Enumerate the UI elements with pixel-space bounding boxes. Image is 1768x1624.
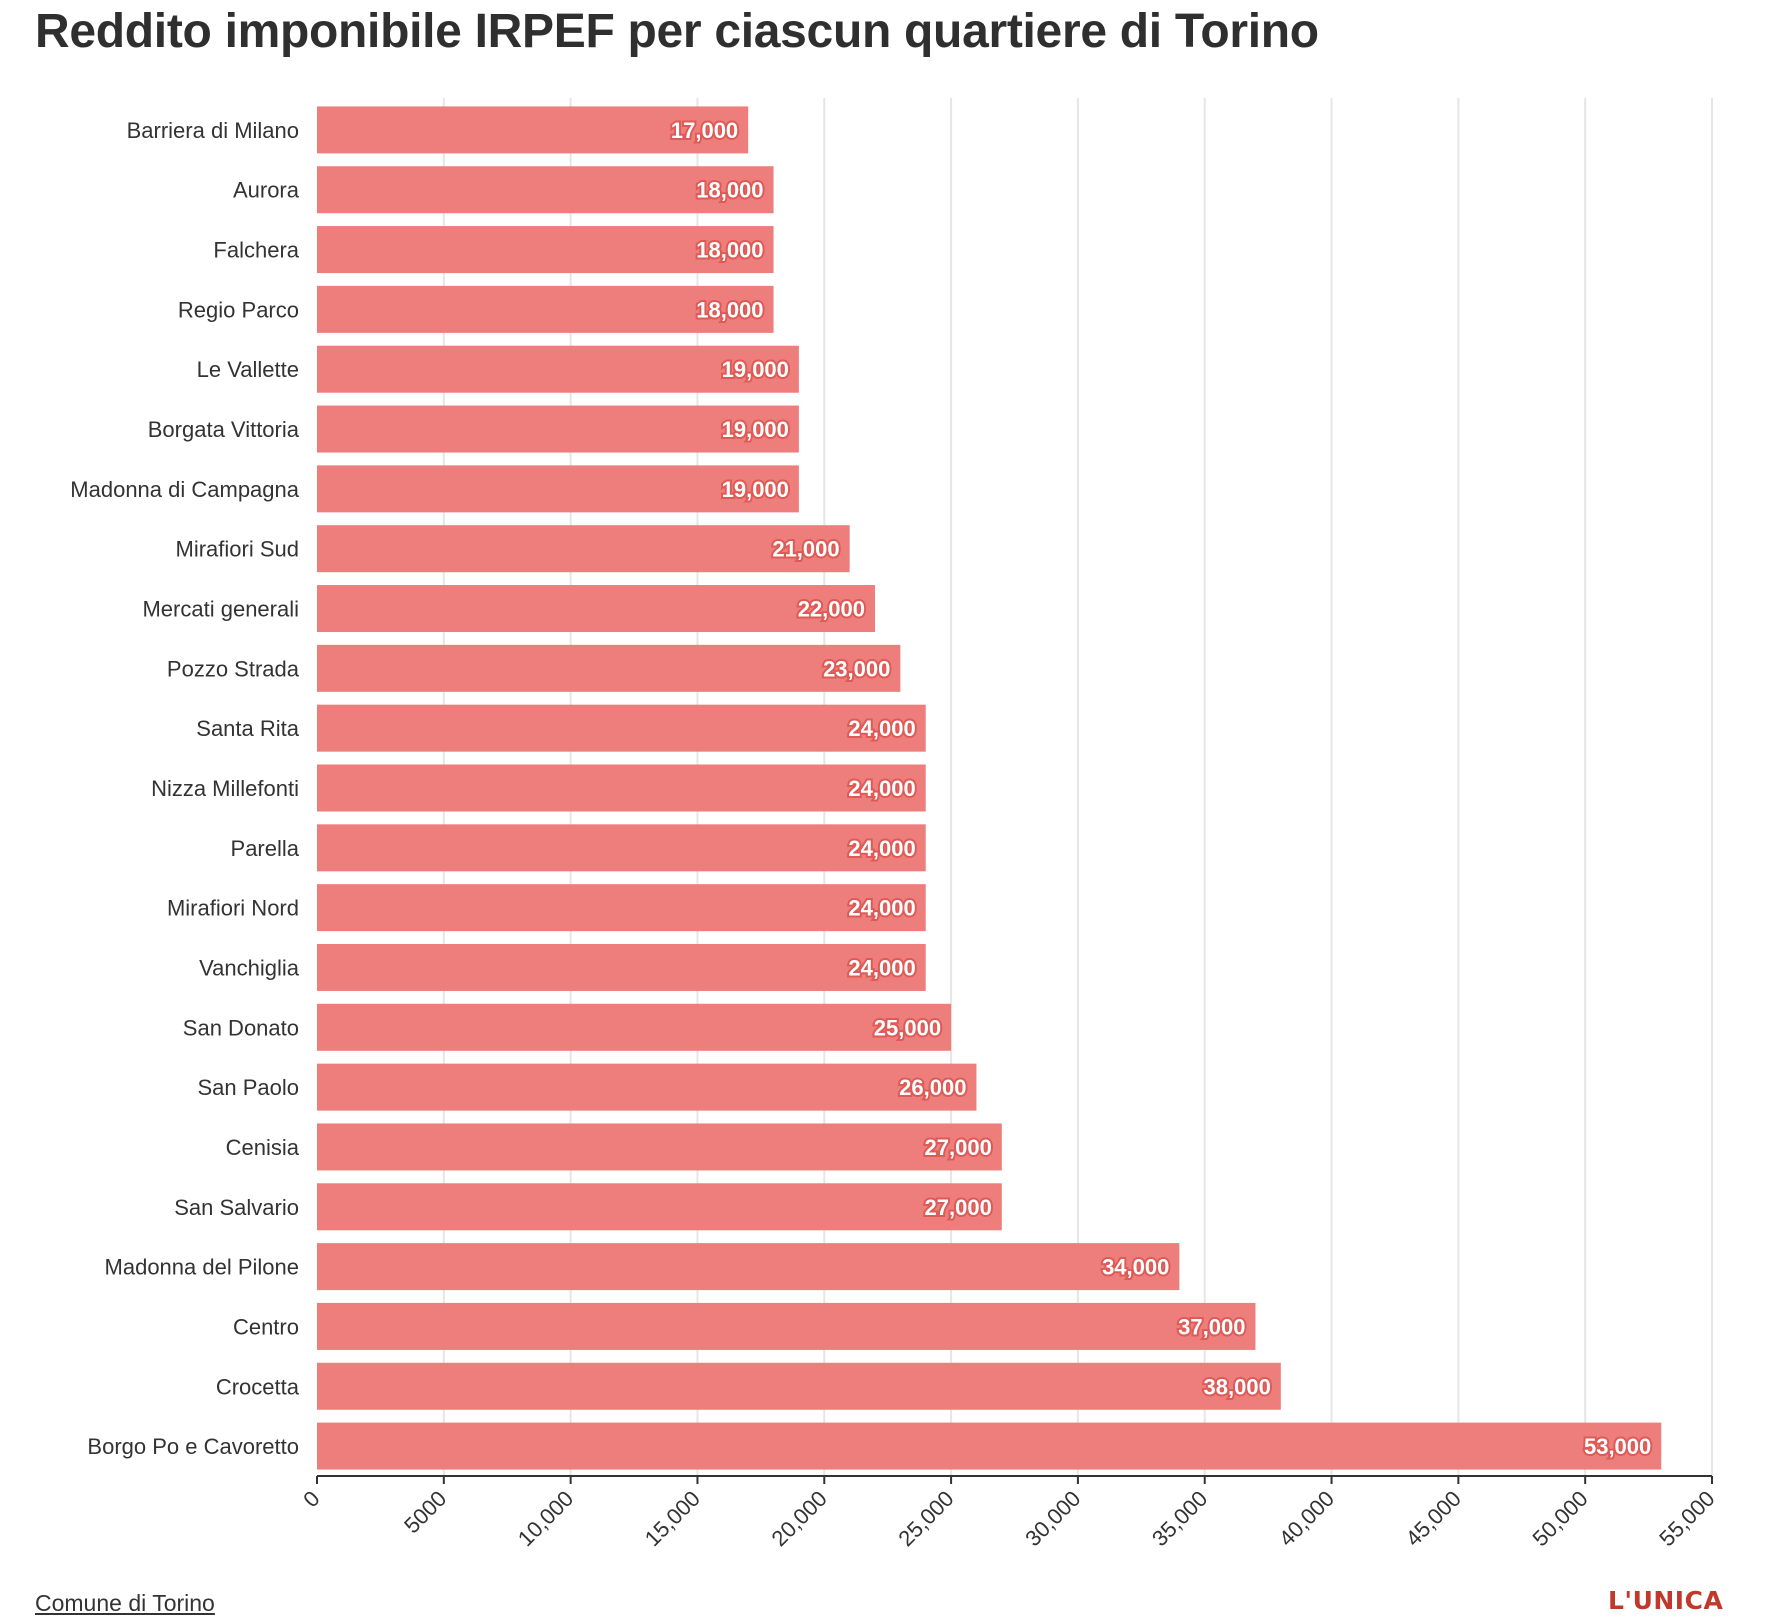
x-tick-label: 25,000 (893, 1486, 958, 1551)
bar (317, 166, 774, 214)
bar (317, 1302, 1256, 1350)
bar (317, 106, 749, 154)
x-tick-label: 50,000 (1527, 1486, 1592, 1551)
value-label: 38,000 (1204, 1374, 1271, 1399)
x-tick-label: 45,000 (1401, 1486, 1466, 1551)
value-label: 19,000 (722, 477, 789, 502)
category-label: Borgo Po e Cavoretto (87, 1434, 299, 1459)
category-label: San Salvario (174, 1195, 299, 1220)
category-label: Mirafiori Nord (167, 896, 299, 921)
bar (317, 465, 799, 513)
category-label: Borgata Vittoria (148, 417, 300, 442)
category-label: Barriera di Milano (127, 118, 299, 143)
bar (317, 1362, 1281, 1410)
bar (317, 585, 875, 633)
bar (317, 345, 799, 393)
value-label: 24,000 (848, 955, 915, 980)
x-tick-label: 35,000 (1147, 1486, 1212, 1551)
x-tick-label: 30,000 (1020, 1486, 1085, 1551)
value-label: 21,000 (772, 537, 839, 562)
value-label: 53,000 (1584, 1434, 1651, 1459)
bar (317, 824, 926, 872)
value-label: 23,000 (823, 656, 890, 681)
category-label: Centro (233, 1314, 299, 1339)
bar (317, 226, 774, 274)
category-label: Nizza Millefonti (151, 776, 299, 801)
bar (317, 1063, 977, 1111)
value-label: 37,000 (1178, 1314, 1245, 1339)
category-label: San Donato (183, 1015, 299, 1040)
value-label: 27,000 (925, 1135, 992, 1160)
bar (317, 1183, 1002, 1231)
category-label: Falchera (213, 238, 299, 263)
category-label: Vanchiglia (199, 955, 300, 980)
category-label: Madonna di Campagna (70, 477, 299, 502)
category-label: Le Vallette (197, 357, 299, 382)
value-label: 25,000 (874, 1015, 941, 1040)
value-label: 22,000 (798, 597, 865, 622)
bar (317, 704, 926, 752)
category-label: Mirafiori Sud (176, 537, 299, 562)
bar (317, 1422, 1662, 1470)
value-label: 19,000 (722, 417, 789, 442)
chart-title: Reddito imponibile IRPEF per ciascun qua… (35, 5, 1319, 58)
value-label: 18,000 (696, 297, 763, 322)
x-tick-label: 40,000 (1274, 1486, 1339, 1551)
value-label: 24,000 (848, 836, 915, 861)
category-label: Santa Rita (196, 716, 299, 741)
value-label: 17,000 (671, 118, 738, 143)
x-tick-label: 15,000 (640, 1486, 705, 1551)
category-label: Madonna del Pilone (105, 1255, 299, 1280)
source-link[interactable]: Comune di Torino (35, 1590, 215, 1616)
bar (317, 405, 799, 453)
x-tick-label: 5000 (399, 1486, 451, 1538)
category-label: Regio Parco (178, 297, 299, 322)
category-label: San Paolo (197, 1075, 299, 1100)
bar (317, 285, 774, 333)
x-tick-label: 20,000 (767, 1486, 832, 1551)
bar (317, 644, 901, 692)
value-label: 18,000 (696, 238, 763, 263)
x-tick-label: 55,000 (1654, 1486, 1719, 1551)
value-label: 18,000 (696, 178, 763, 203)
category-label: Cenisia (226, 1135, 300, 1160)
bar (317, 525, 850, 573)
publisher-logo: L'UNICA (1608, 1586, 1724, 1615)
bar (317, 884, 926, 932)
value-label: 24,000 (848, 716, 915, 741)
value-label: 26,000 (899, 1075, 966, 1100)
bar (317, 1123, 1002, 1171)
value-label: 27,000 (925, 1195, 992, 1220)
x-tick-label: 0 (298, 1486, 324, 1512)
value-label: 19,000 (722, 357, 789, 382)
bar (317, 1003, 952, 1051)
bar (317, 1243, 1180, 1291)
category-label: Parella (231, 836, 300, 861)
bar (317, 943, 926, 991)
category-label: Crocetta (216, 1374, 300, 1399)
bar (317, 764, 926, 812)
category-label: Aurora (233, 178, 300, 203)
category-label: Pozzo Strada (167, 656, 300, 681)
value-label: 34,000 (1102, 1255, 1169, 1280)
category-label: Mercati generali (142, 597, 299, 622)
value-label: 24,000 (848, 896, 915, 921)
value-label: 24,000 (848, 776, 915, 801)
x-tick-label: 10,000 (513, 1486, 578, 1551)
